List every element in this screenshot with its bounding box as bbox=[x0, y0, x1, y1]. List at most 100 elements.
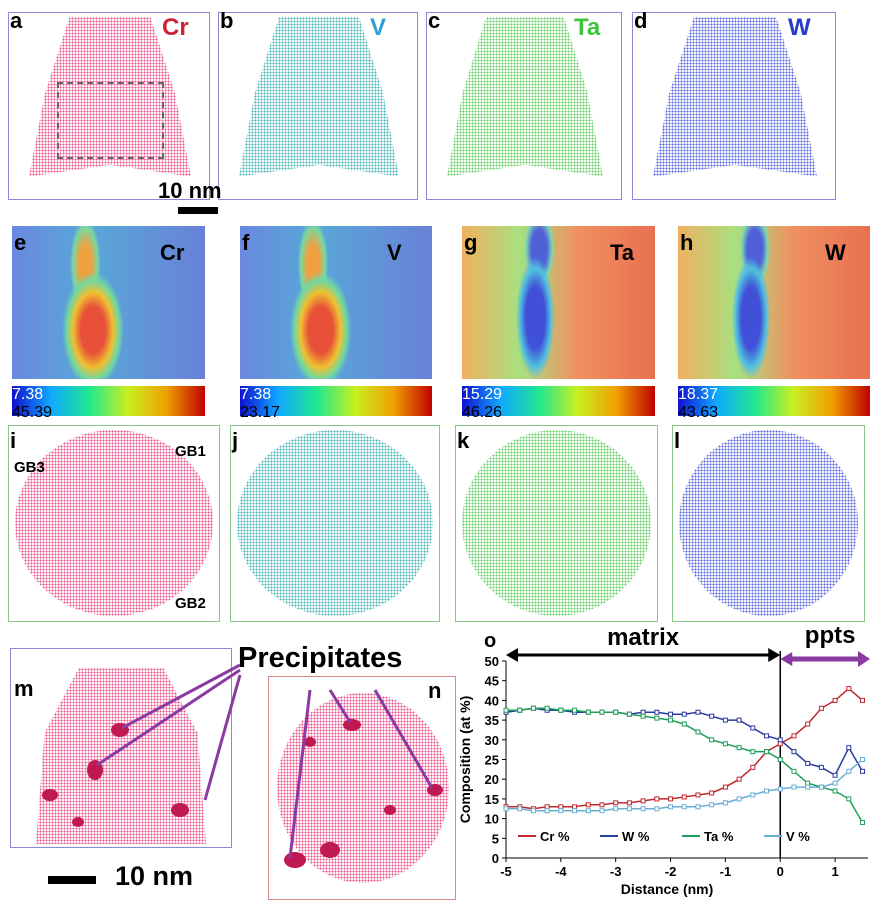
data-point bbox=[847, 769, 851, 773]
data-point bbox=[669, 712, 673, 716]
data-point bbox=[765, 750, 769, 754]
data-point bbox=[531, 809, 535, 813]
y-tick-label: 45 bbox=[485, 674, 499, 689]
data-point bbox=[669, 797, 673, 801]
data-point bbox=[518, 708, 522, 712]
data-point bbox=[737, 777, 741, 781]
y-axis-label: Composition (at %) bbox=[457, 696, 473, 824]
data-point bbox=[861, 769, 865, 773]
y-tick-label: 40 bbox=[485, 693, 499, 708]
data-point bbox=[723, 801, 727, 805]
data-point bbox=[586, 809, 590, 813]
x-tick-label: -4 bbox=[555, 864, 567, 879]
data-point bbox=[806, 781, 810, 785]
data-point bbox=[614, 807, 618, 811]
data-point bbox=[627, 712, 631, 716]
scale-bar-label: 10 nm bbox=[115, 861, 193, 892]
y-tick-label: 10 bbox=[485, 812, 499, 827]
data-point bbox=[559, 809, 563, 813]
data-point bbox=[655, 797, 659, 801]
figure: aCrbVcTadW eCr7.3845.39fV7.3823.17gTa15.… bbox=[0, 0, 870, 909]
data-point bbox=[559, 805, 563, 809]
data-point bbox=[710, 803, 714, 807]
data-point bbox=[518, 807, 522, 811]
data-point bbox=[751, 750, 755, 754]
data-point bbox=[710, 791, 714, 795]
data-point bbox=[723, 718, 727, 722]
data-point bbox=[806, 722, 810, 726]
y-tick-label: 15 bbox=[485, 792, 499, 807]
y-tick-label: 20 bbox=[485, 772, 499, 787]
data-point bbox=[723, 742, 727, 746]
data-point bbox=[751, 726, 755, 730]
data-point bbox=[696, 710, 700, 714]
data-point bbox=[545, 706, 549, 710]
data-point bbox=[751, 765, 755, 769]
annotation: matrix bbox=[607, 625, 680, 651]
data-point bbox=[573, 708, 577, 712]
data-point bbox=[792, 734, 796, 738]
data-point bbox=[778, 787, 782, 791]
data-point bbox=[545, 805, 549, 809]
data-point bbox=[682, 722, 686, 726]
precipitates-label: Precipitates bbox=[238, 642, 402, 675]
data-point bbox=[600, 710, 604, 714]
data-point bbox=[778, 742, 782, 746]
data-point bbox=[573, 809, 577, 813]
x-tick-label: -1 bbox=[720, 864, 732, 879]
x-tick-label: -5 bbox=[500, 864, 512, 879]
data-point bbox=[819, 785, 823, 789]
data-point bbox=[504, 708, 508, 712]
data-point bbox=[778, 758, 782, 762]
data-point bbox=[655, 807, 659, 811]
data-point bbox=[710, 738, 714, 742]
data-point bbox=[833, 773, 837, 777]
pointer-lines bbox=[97, 665, 432, 858]
y-tick-label: 25 bbox=[485, 753, 499, 768]
data-point bbox=[641, 799, 645, 803]
data-point bbox=[586, 710, 590, 714]
legend-label: W % bbox=[622, 829, 650, 844]
data-point bbox=[696, 793, 700, 797]
data-point bbox=[737, 746, 741, 750]
data-point bbox=[833, 789, 837, 793]
data-point bbox=[531, 706, 535, 710]
data-point bbox=[641, 710, 645, 714]
data-point bbox=[792, 769, 796, 773]
data-point bbox=[614, 801, 618, 805]
data-point bbox=[792, 750, 796, 754]
panel-label: o bbox=[484, 630, 496, 652]
data-point bbox=[559, 708, 563, 712]
data-point bbox=[806, 785, 810, 789]
x-tick-label: -3 bbox=[610, 864, 622, 879]
data-point bbox=[765, 789, 769, 793]
data-point bbox=[710, 714, 714, 718]
legend-label: Cr % bbox=[540, 829, 570, 844]
data-point bbox=[847, 687, 851, 691]
data-point bbox=[614, 710, 618, 714]
series-line bbox=[506, 689, 863, 809]
data-point bbox=[669, 805, 673, 809]
y-tick-label: 35 bbox=[485, 713, 499, 728]
data-point bbox=[847, 746, 851, 750]
y-tick-label: 30 bbox=[485, 733, 499, 748]
data-point bbox=[504, 807, 508, 811]
data-point bbox=[573, 805, 577, 809]
data-point bbox=[669, 718, 673, 722]
y-tick-label: 50 bbox=[485, 654, 499, 669]
x-tick-label: 1 bbox=[831, 864, 838, 879]
data-point bbox=[723, 785, 727, 789]
composition-chart: o05101520253035404550-5-4-3-2-101Distanc… bbox=[440, 625, 870, 909]
scale-bar bbox=[48, 876, 96, 884]
data-point bbox=[819, 765, 823, 769]
data-point bbox=[545, 809, 549, 813]
data-point bbox=[641, 714, 645, 718]
data-point bbox=[682, 795, 686, 799]
data-point bbox=[861, 758, 865, 762]
data-point bbox=[586, 803, 590, 807]
x-tick-label: -2 bbox=[665, 864, 677, 879]
data-point bbox=[751, 793, 755, 797]
data-point bbox=[861, 821, 865, 825]
data-point bbox=[847, 797, 851, 801]
data-point bbox=[655, 716, 659, 720]
